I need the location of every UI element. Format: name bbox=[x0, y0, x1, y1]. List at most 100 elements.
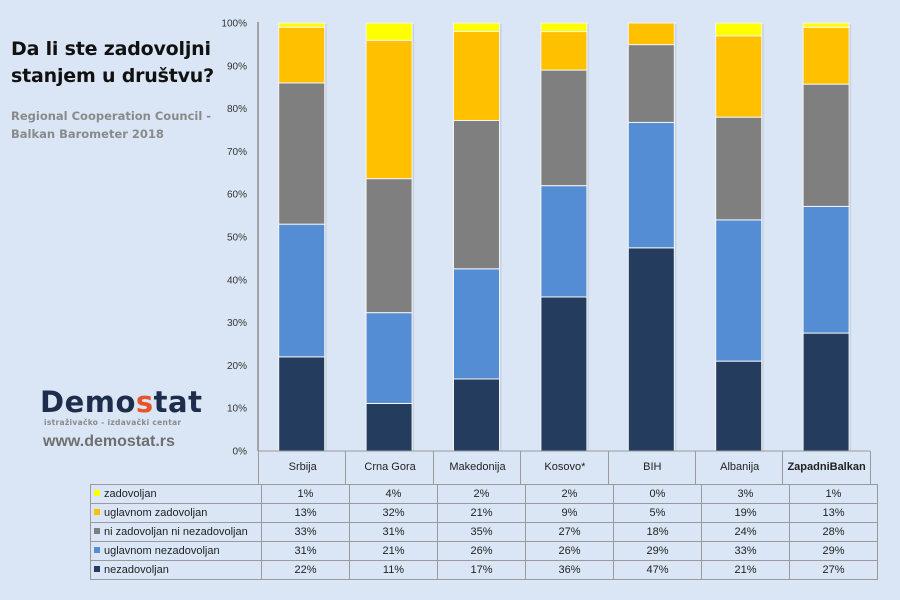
bar-segment bbox=[365, 22, 413, 41]
data-cell: 28% bbox=[789, 522, 878, 542]
data-cell: 21% bbox=[437, 503, 526, 523]
data-cell: 21% bbox=[701, 560, 790, 580]
bar-segment bbox=[802, 205, 850, 334]
data-cell: 35% bbox=[437, 522, 526, 542]
chart-source-line-2: Balkan Barometer 2018 bbox=[11, 127, 164, 141]
bar-stack bbox=[802, 22, 852, 452]
legend-label: zadovoljan bbox=[104, 488, 157, 500]
y-tick-label: 0% bbox=[233, 447, 248, 458]
table-row: zadovoljan 1% 4% 2% 2% 0% 3% 1% bbox=[90, 484, 878, 504]
y-tick-label: 80% bbox=[227, 104, 247, 115]
legend-label-cell: nezadovoljan bbox=[90, 560, 262, 580]
bar-segment bbox=[365, 312, 413, 404]
category-label: Kosovo* bbox=[520, 451, 608, 484]
bars-group bbox=[278, 22, 852, 452]
bar-stack bbox=[715, 22, 764, 452]
category-label: Makedonija bbox=[432, 451, 521, 484]
y-tick-label: 50% bbox=[227, 233, 247, 244]
bar-segment bbox=[540, 296, 588, 452]
category-label: Crna Gora bbox=[345, 451, 433, 484]
logo-text-part-2: tat bbox=[153, 385, 203, 419]
logo-tagline: istraživačko - izdavački centar bbox=[44, 418, 182, 427]
bar-segment bbox=[365, 39, 413, 180]
y-tick-label: 100% bbox=[221, 19, 247, 30]
bar-segment bbox=[540, 31, 588, 71]
y-tick-label: 10% bbox=[227, 404, 247, 415]
y-tick-label: 40% bbox=[227, 275, 247, 286]
legend-swatch-icon bbox=[94, 566, 100, 572]
data-cell: 9% bbox=[525, 503, 614, 523]
category-label: Albanija bbox=[695, 451, 783, 484]
table-row: uglavnom zadovoljan 13% 32% 21% 9% 5% 19% 13% bbox=[90, 503, 878, 523]
bar-segment bbox=[365, 178, 413, 314]
y-tick-label: 20% bbox=[227, 361, 247, 372]
bar-segment bbox=[540, 69, 588, 187]
logo-text-part-1: Demo bbox=[40, 385, 136, 419]
legend-label-cell: ni zadovoljan ni nezadovoljan bbox=[90, 522, 262, 542]
category-label: Srbija bbox=[258, 451, 346, 484]
category-label: BIH bbox=[607, 451, 696, 484]
legend-swatch-icon bbox=[94, 509, 100, 515]
legend-label-cell: uglavnom zadovoljan bbox=[90, 503, 262, 523]
bar-segment bbox=[278, 26, 326, 84]
y-tick-label: 90% bbox=[227, 61, 247, 72]
data-cell: 4% bbox=[349, 484, 438, 504]
data-cell: 21% bbox=[349, 541, 438, 561]
table-row: nezadovoljan 22% 11% 17% 36% 47% 21% 27% bbox=[90, 560, 878, 580]
bar-segment bbox=[453, 30, 500, 121]
data-cell: 33% bbox=[701, 541, 790, 561]
bar-segment bbox=[278, 22, 326, 28]
data-cell: 18% bbox=[613, 522, 702, 542]
data-cell: 1% bbox=[261, 484, 350, 504]
legend-label-cell: uglavnom nezadovoljan bbox=[90, 541, 262, 561]
bar-stack bbox=[365, 22, 415, 452]
website-link[interactable]: www.demostat.rs bbox=[43, 433, 175, 450]
table-row: ni zadovoljan ni nezadovoljan 33% 31% 35% 27… bbox=[90, 522, 878, 542]
bar-segment bbox=[540, 185, 588, 298]
data-table: zadovoljan 1% 4% 2% 2% 0% 3% 1% uglavnom zadovol… bbox=[90, 484, 878, 580]
bar-segment bbox=[715, 219, 763, 362]
legend-label: uglavnom nezadovoljan bbox=[104, 545, 220, 557]
data-cell: 22% bbox=[261, 560, 350, 580]
category-label-part: Balkan bbox=[829, 461, 866, 473]
bar-segment bbox=[627, 44, 675, 123]
legend-label-cell: zadovoljan bbox=[90, 484, 262, 504]
bar-segment bbox=[715, 116, 763, 221]
bar-segment bbox=[715, 22, 763, 37]
chart-title: Da li ste zadovoljni stanjem u društvu? bbox=[11, 36, 214, 90]
bar-stack bbox=[278, 22, 327, 452]
bar-segment bbox=[540, 22, 588, 33]
bar-segment bbox=[627, 247, 675, 452]
bar-segment bbox=[802, 26, 850, 85]
data-cell: 27% bbox=[525, 522, 614, 542]
chart-source: Regional Cooperation Council - Balkan Ba… bbox=[11, 107, 211, 143]
bar-segment bbox=[278, 356, 326, 452]
bar-segment bbox=[453, 119, 500, 270]
chart-title-line-2: stanjem u društvu? bbox=[11, 65, 214, 87]
data-cell: 32% bbox=[349, 503, 438, 523]
data-cell: 26% bbox=[525, 541, 614, 561]
data-cell: 13% bbox=[261, 503, 350, 523]
data-cell: 13% bbox=[789, 503, 878, 523]
bar-segment bbox=[365, 402, 413, 452]
y-tick-label: 30% bbox=[227, 318, 247, 329]
legend-label: nezadovoljan bbox=[104, 564, 169, 576]
data-cell: 47% bbox=[613, 560, 702, 580]
category-label-part: Zapadni bbox=[787, 461, 830, 473]
data-cell: 24% bbox=[701, 522, 790, 542]
bar-segment bbox=[278, 82, 326, 225]
bar-segment bbox=[802, 22, 850, 28]
data-cell: 17% bbox=[437, 560, 526, 580]
data-cell: 36% bbox=[525, 560, 614, 580]
bar-segment bbox=[278, 223, 326, 358]
data-cell: 11% bbox=[349, 560, 438, 580]
y-tick-label: 60% bbox=[227, 190, 247, 201]
data-cell: 0% bbox=[613, 484, 702, 504]
demostat-logo: Demostat bbox=[40, 386, 202, 418]
legend-swatch-icon bbox=[94, 547, 100, 553]
bar-segment bbox=[715, 35, 763, 118]
legend-label: uglavnom zadovoljan bbox=[104, 507, 208, 519]
data-cell: 27% bbox=[789, 560, 878, 580]
bar-segment bbox=[802, 332, 850, 452]
